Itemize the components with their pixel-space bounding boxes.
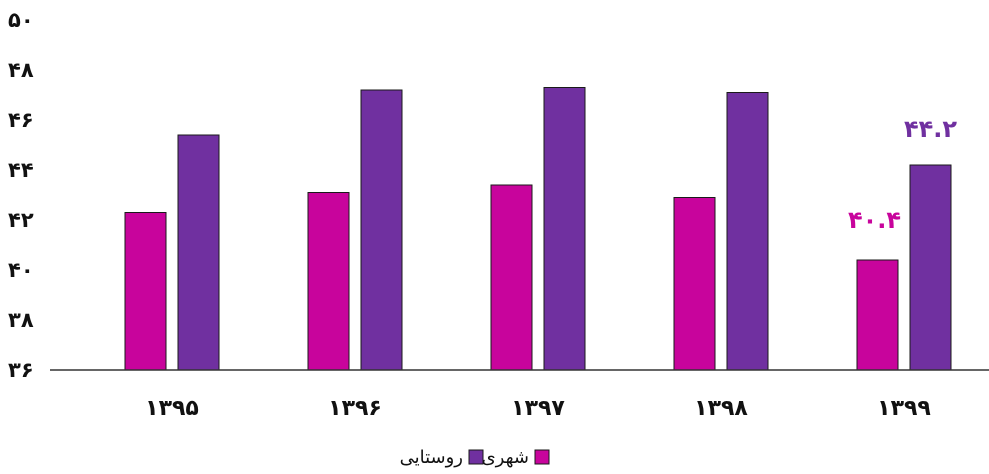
y-tick-label: ۴۸ [8, 58, 34, 82]
x-axis-labels: ۱۳۹۵ ۱۳۹۶ ۱۳۹۷ ۱۳۹۸ ۱۳۹۹ [145, 396, 931, 421]
y-tick-label: ۳۸ [8, 308, 34, 332]
bar-urban-2 [490, 184, 533, 371]
bar-rural-4 [909, 164, 952, 371]
legend-label-rural: روستایی [400, 447, 463, 468]
x-category-label: ۱۳۹۹ [877, 396, 931, 421]
legend-swatch-urban [534, 449, 550, 465]
x-category-label: ۱۳۹۶ [328, 396, 382, 421]
y-tick-label: ۴۰ [8, 258, 34, 282]
legend: شهری روستایی [400, 447, 550, 468]
y-tick-label: ۳۶ [8, 358, 34, 382]
y-tick-label: ۴۶ [8, 108, 34, 132]
legend-swatch-rural [468, 449, 484, 465]
data-labels: ۴۰.۴ ۴۴.۲ [848, 115, 957, 234]
x-category-label: ۱۳۹۷ [511, 396, 565, 421]
y-tick-label: ۵۰ [8, 8, 34, 32]
legend-label-urban: شهری [482, 447, 529, 468]
bars-group [124, 87, 952, 371]
x-category-label: ۱۳۹۸ [694, 396, 748, 421]
data-label-urban: ۴۰.۴ [848, 206, 901, 234]
y-tick-label: ۴۴ [8, 158, 34, 182]
y-tick-label: ۴۲ [8, 208, 34, 232]
data-label-rural: ۴۴.۲ [904, 115, 957, 143]
bar-rural-3 [726, 92, 769, 371]
bar-rural-1 [360, 89, 403, 371]
bar-rural-0 [177, 134, 220, 371]
bar-urban-4 [856, 259, 899, 371]
bar-rural-2 [543, 87, 586, 371]
bar-urban-3 [673, 197, 716, 371]
x-category-label: ۱۳۹۵ [145, 396, 199, 421]
y-axis-labels: ۳۶ ۳۸ ۴۰ ۴۲ ۴۴ ۴۶ ۴۸ ۵۰ [8, 8, 34, 382]
bar-urban-1 [307, 192, 350, 371]
bar-urban-0 [124, 212, 167, 371]
